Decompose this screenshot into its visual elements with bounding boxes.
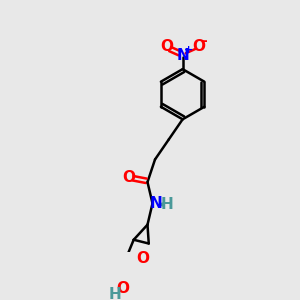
Text: N: N <box>150 196 163 211</box>
Text: -: - <box>202 34 207 48</box>
Text: O: O <box>122 169 135 184</box>
Text: H: H <box>160 197 173 212</box>
Text: O: O <box>160 39 173 54</box>
Text: O: O <box>192 39 206 54</box>
Text: O: O <box>116 281 129 296</box>
Text: N: N <box>176 48 189 63</box>
Text: O: O <box>136 251 149 266</box>
Text: +: + <box>184 45 193 55</box>
Text: H: H <box>109 287 121 300</box>
